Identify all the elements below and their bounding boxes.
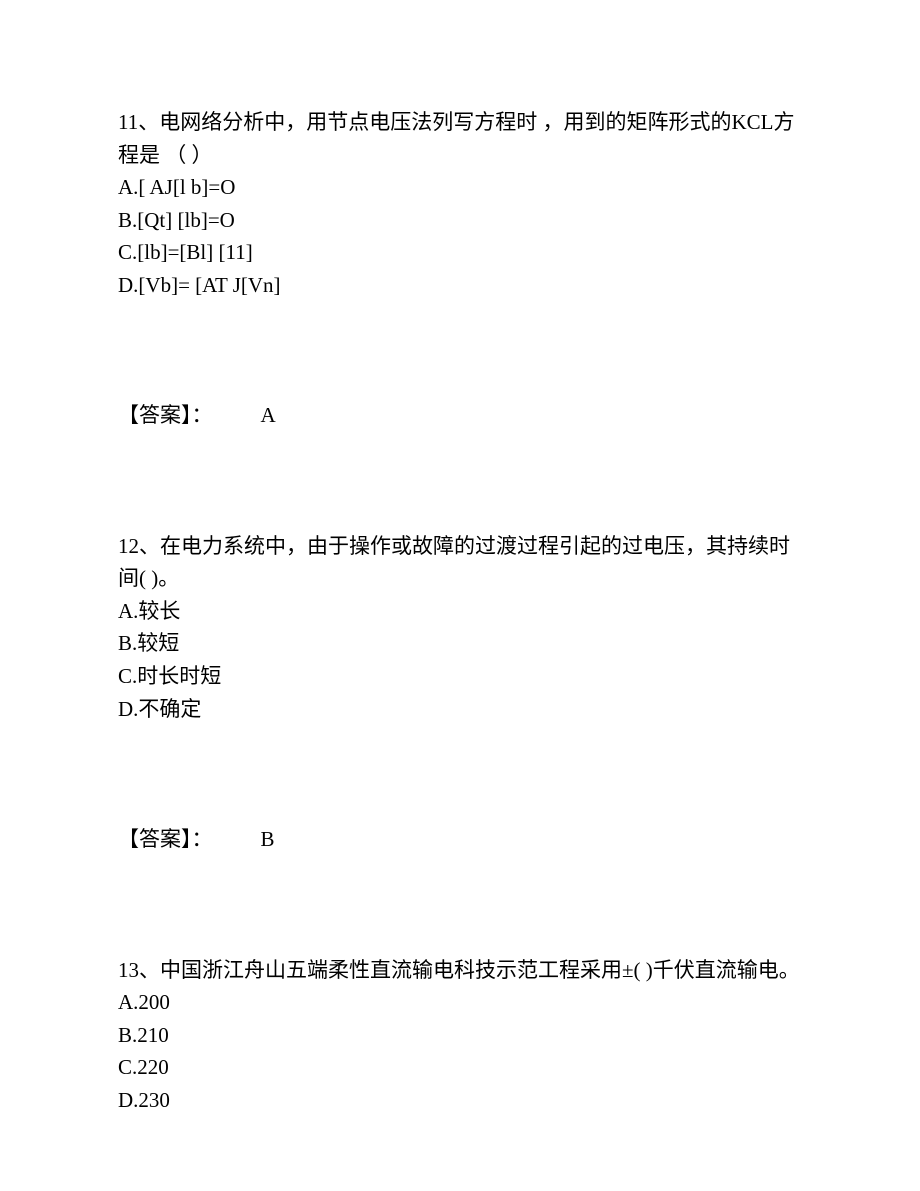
question-12-option-b: B.较短 — [118, 627, 802, 660]
question-12-option-d: D.不确定 — [118, 693, 802, 726]
question-12: 12、在电力系统中，由于操作或故障的过渡过程引起的过电压，其持续时间( )。 A… — [118, 530, 802, 725]
question-13-option-b: B.210 — [118, 1019, 802, 1052]
question-11: 11、电网络分析中，用节点电压法列写方程时 ，用到的矩阵形式的KCL方程是 （ … — [118, 106, 802, 301]
question-13-stem: 13、中国浙江舟山五端柔性直流输电科技示范工程采用±( )千伏直流输电。 — [118, 954, 802, 987]
exam-page: 11、电网络分析中，用节点电压法列写方程时 ，用到的矩阵形式的KCL方程是 （ … — [0, 0, 920, 1116]
question-13-options: A.200 B.210 C.220 D.230 — [118, 986, 802, 1116]
question-11-options: A.[ AJ[l b]=O B.[Qt] [lb]=O C.[lb]=[Bl] … — [118, 171, 802, 301]
answer-11-value: A — [261, 403, 276, 427]
question-12-option-c: C.时长时短 — [118, 660, 802, 693]
question-12-option-a: A.较长 — [118, 595, 802, 628]
question-11-option-a: A.[ AJ[l b]=O — [118, 171, 802, 204]
answer-12: 【答案】： B — [118, 823, 802, 856]
question-13-option-c: C.220 — [118, 1051, 802, 1084]
question-13-option-d: D.230 — [118, 1084, 802, 1117]
answer-11: 【答案】： A — [118, 399, 802, 432]
question-13: 13、中国浙江舟山五端柔性直流输电科技示范工程采用±( )千伏直流输电。 A.2… — [118, 954, 802, 1117]
question-12-stem: 12、在电力系统中，由于操作或故障的过渡过程引起的过电压，其持续时间( )。 — [118, 530, 802, 595]
question-11-option-d: D.[Vb]= [AT J[Vn] — [118, 269, 802, 302]
question-11-stem: 11、电网络分析中，用节点电压法列写方程时 ，用到的矩阵形式的KCL方程是 （ … — [118, 106, 802, 171]
question-12-options: A.较长 B.较短 C.时长时短 D.不确定 — [118, 595, 802, 725]
question-11-option-c: C.[lb]=[Bl] [11] — [118, 236, 802, 269]
question-13-option-a: A.200 — [118, 986, 802, 1019]
answer-12-label: 【答案】： — [118, 827, 213, 851]
question-11-option-b: B.[Qt] [lb]=O — [118, 204, 802, 237]
answer-12-value: B — [261, 827, 275, 851]
answer-11-label: 【答案】： — [118, 403, 213, 427]
